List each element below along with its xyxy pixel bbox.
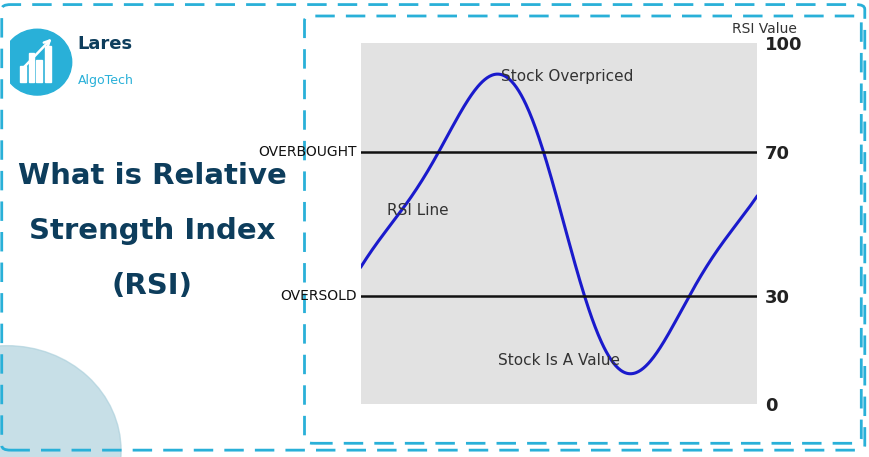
Bar bbox=[29, 53, 35, 82]
Text: Strength Index: Strength Index bbox=[29, 217, 275, 245]
Text: Stock Overpriced: Stock Overpriced bbox=[501, 69, 633, 84]
Text: AlgoTech: AlgoTech bbox=[77, 74, 133, 87]
Text: OVERBOUGHT: OVERBOUGHT bbox=[258, 145, 356, 159]
Circle shape bbox=[3, 29, 71, 95]
Text: Lares: Lares bbox=[77, 35, 132, 53]
Bar bbox=[20, 66, 26, 82]
Text: OVERSOLD: OVERSOLD bbox=[280, 289, 356, 303]
Bar bbox=[36, 60, 42, 82]
Text: RSI Line: RSI Line bbox=[387, 203, 448, 218]
Text: What is Relative: What is Relative bbox=[18, 162, 286, 190]
Text: RSI Value: RSI Value bbox=[731, 22, 796, 36]
Bar bbox=[45, 46, 50, 82]
Text: (RSI): (RSI) bbox=[111, 271, 193, 300]
Circle shape bbox=[0, 345, 121, 457]
Text: Stock Is A Value: Stock Is A Value bbox=[497, 353, 620, 368]
